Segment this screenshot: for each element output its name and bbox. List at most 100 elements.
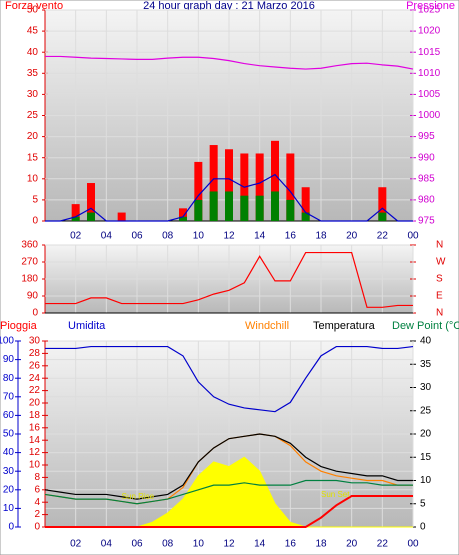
y2-tick-label: 985 — [418, 173, 435, 184]
y-tick-label: 80 — [3, 373, 15, 384]
y3-tick-label: 10 — [29, 460, 41, 471]
bar — [71, 204, 80, 221]
y2-tick-label: 40 — [420, 336, 432, 347]
bar — [271, 191, 279, 221]
bar — [255, 195, 264, 221]
y3-tick-label: 8 — [34, 472, 40, 483]
y3-tick-label: 28 — [29, 348, 41, 359]
legend-label: Temperatura — [313, 320, 376, 332]
y3-tick-label: 16 — [29, 422, 41, 433]
bar — [179, 216, 187, 221]
legend-label: Umidita — [68, 320, 106, 332]
annotation: Sun Rise — [122, 492, 155, 501]
y2-tick-label: 0 — [420, 522, 426, 533]
x-tick-label: 06 — [131, 539, 143, 550]
y2-tick-label: N — [436, 308, 443, 319]
legend-label: Dew Point (°C — [392, 320, 459, 332]
y-tick-label: 10 — [27, 173, 39, 184]
bar — [225, 149, 233, 221]
x-tick-label: 02 — [70, 539, 82, 550]
y2-tick-label: E — [436, 291, 443, 302]
bar — [240, 195, 249, 221]
y-tick-label: 35 — [27, 68, 39, 79]
y3-tick-label: 26 — [29, 360, 41, 371]
chart-title: 24 hour graph day : 21 Marzo 2016 — [143, 0, 315, 12]
y-tick-label: 0 — [32, 216, 38, 227]
annotation: Sun Set — [321, 490, 350, 499]
x-tick-label: 14 — [254, 539, 266, 550]
y-tick-label: 20 — [27, 131, 39, 142]
y-tick-label: 40 — [27, 47, 39, 58]
y-tick-label: 25 — [27, 110, 39, 121]
x-tick-label: 08 — [162, 231, 174, 242]
x-tick-label: 08 — [162, 539, 174, 550]
y3-tick-label: 20 — [29, 398, 41, 409]
y2-tick-label: 1025 — [418, 5, 441, 16]
bar — [179, 208, 187, 221]
y2-tick-label: 5 — [420, 498, 426, 509]
bar — [194, 161, 203, 221]
line — [45, 173, 413, 222]
y2-tick-label: 30 — [420, 382, 432, 393]
x-tick-label: 12 — [223, 539, 235, 550]
line — [45, 55, 414, 70]
y-tick-label: 45 — [27, 26, 39, 37]
y3-tick-label: 24 — [29, 373, 41, 384]
x-tick-label: 18 — [315, 539, 327, 550]
y3-tick-label: 14 — [29, 435, 41, 446]
y2-tick-label: 1015 — [418, 47, 441, 58]
y2-tick-label: S — [436, 274, 443, 285]
x-tick-label: 00 — [407, 539, 419, 550]
x-tick-label: 02 — [70, 231, 82, 242]
legend-label: Forza vento — [5, 0, 63, 12]
y-tick-label: 270 — [21, 257, 38, 268]
y2-tick-label: 25 — [420, 405, 432, 416]
legend-label: Pioggia — [0, 320, 38, 332]
x-tick-label: 00 — [407, 231, 419, 242]
bar — [209, 191, 218, 221]
y3-tick-label: 30 — [29, 336, 41, 347]
y-tick-label: 180 — [21, 274, 38, 285]
x-tick-label: 22 — [377, 539, 389, 550]
y-tick-label: 50 — [27, 5, 39, 16]
y-tick-label: 30 — [27, 89, 39, 100]
x-tick-label: 04 — [101, 539, 113, 550]
y2-tick-label: 995 — [418, 131, 435, 142]
line — [44, 479, 413, 505]
line — [45, 495, 413, 528]
y-tick-label: 50 — [3, 429, 15, 440]
y-tick-label: 15 — [27, 152, 39, 163]
y2-tick-label: 1010 — [418, 68, 441, 79]
y3-tick-label: 2 — [34, 509, 40, 520]
y3-tick-label: 22 — [29, 385, 41, 396]
y2-tick-label: 10 — [420, 475, 432, 486]
y-tick-label: 30 — [3, 466, 15, 477]
x-tick-label: 10 — [193, 539, 205, 550]
bar — [301, 187, 310, 221]
y2-tick-label: 1020 — [418, 26, 441, 37]
x-tick-label: 18 — [315, 231, 327, 242]
bar — [225, 191, 233, 221]
x-tick-label: 16 — [285, 231, 297, 242]
y-tick-label: 60 — [3, 410, 15, 421]
bar — [301, 212, 310, 221]
legend-label: Pressione — [406, 0, 455, 12]
x-tick-label: 22 — [377, 231, 389, 242]
y3-tick-label: 18 — [29, 410, 41, 421]
y-tick-label: 40 — [3, 447, 15, 458]
y2-tick-label: 1000 — [418, 110, 441, 121]
y2-tick-label: W — [436, 257, 446, 268]
x-tick-label: 20 — [346, 231, 358, 242]
y-tick-label: 5 — [32, 195, 38, 206]
x-tick-label: 10 — [193, 231, 205, 242]
bar — [71, 216, 80, 221]
y-tick-label: 20 — [3, 484, 15, 495]
y2-tick-label: N — [436, 240, 443, 251]
legend-label: Windchill — [245, 320, 289, 332]
bar — [271, 140, 279, 221]
y3-tick-label: 4 — [34, 497, 40, 508]
y-tick-label: 10 — [3, 503, 15, 514]
x-tick-label: 20 — [346, 539, 358, 550]
y2-tick-label: 15 — [420, 452, 432, 463]
